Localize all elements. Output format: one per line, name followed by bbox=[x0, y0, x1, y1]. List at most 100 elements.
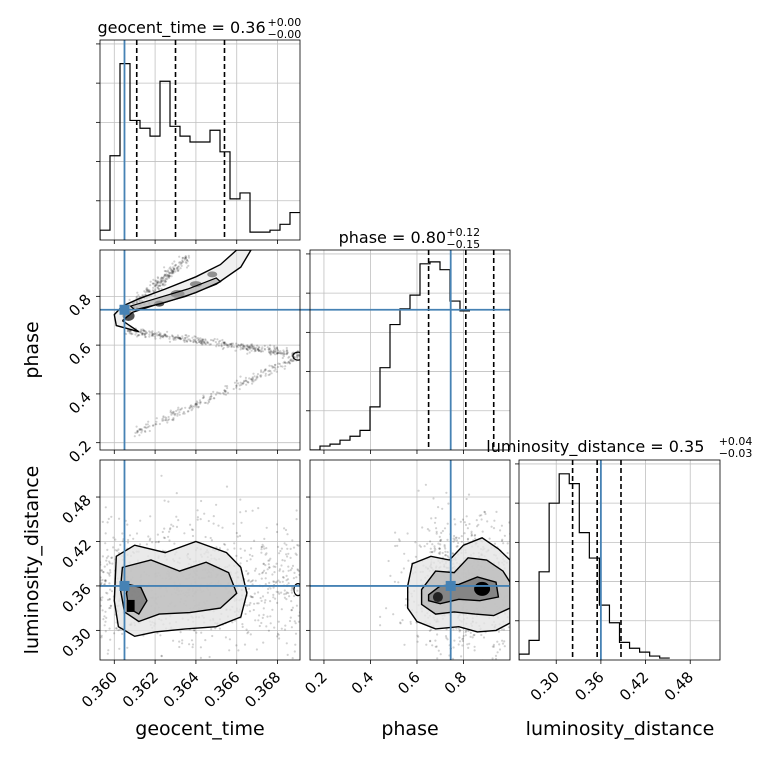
sample-point bbox=[226, 344, 229, 347]
sample-point bbox=[453, 518, 456, 521]
sample-point bbox=[166, 335, 169, 338]
sample-point bbox=[218, 547, 221, 550]
sample-point bbox=[264, 572, 268, 575]
sample-point bbox=[261, 572, 264, 575]
x-tick-label: 0.48 bbox=[661, 668, 697, 704]
sample-point bbox=[220, 662, 222, 664]
sample-point bbox=[188, 407, 191, 410]
sample-point bbox=[444, 550, 447, 553]
sample-point bbox=[470, 530, 473, 533]
sample-point bbox=[440, 531, 443, 535]
sample-point bbox=[178, 640, 181, 643]
sample-point bbox=[261, 350, 265, 353]
sample-point bbox=[208, 398, 211, 401]
sample-point bbox=[177, 269, 180, 272]
sample-point bbox=[162, 336, 165, 339]
sample-point bbox=[264, 564, 267, 567]
density-peak bbox=[432, 592, 443, 603]
sample-point bbox=[168, 337, 171, 340]
sample-point bbox=[528, 545, 530, 547]
sample-point bbox=[447, 502, 450, 505]
sample-point bbox=[191, 646, 194, 649]
sample-point bbox=[249, 346, 252, 350]
hist-bin bbox=[460, 311, 470, 450]
sample-point bbox=[433, 547, 436, 550]
sample-point bbox=[262, 371, 265, 374]
sample-point bbox=[502, 628, 506, 631]
sample-point bbox=[292, 359, 295, 362]
sample-point bbox=[159, 634, 162, 637]
sample-point bbox=[147, 289, 150, 292]
sample-point bbox=[139, 299, 142, 302]
sample-point bbox=[262, 613, 265, 617]
sample-point bbox=[272, 596, 275, 599]
sample-point bbox=[293, 356, 296, 359]
sample-point bbox=[465, 497, 468, 501]
sample-point bbox=[253, 347, 256, 350]
sample-point bbox=[235, 384, 238, 388]
sample-point bbox=[296, 589, 299, 592]
sample-point bbox=[192, 339, 195, 342]
sample-point bbox=[238, 344, 241, 347]
sample-point bbox=[163, 284, 166, 287]
sample-point bbox=[269, 350, 273, 353]
sample-point bbox=[185, 262, 188, 265]
sample-point bbox=[431, 543, 434, 546]
sample-point bbox=[193, 335, 196, 338]
panel-distance-vs-geocent-time bbox=[100, 460, 300, 664]
sample-point bbox=[226, 385, 229, 388]
sample-point bbox=[293, 571, 296, 575]
sample-point bbox=[452, 628, 455, 631]
sample-point bbox=[212, 397, 215, 400]
sample-point bbox=[253, 569, 257, 572]
sample-point bbox=[231, 342, 235, 345]
sample-point bbox=[191, 643, 195, 646]
sample-point bbox=[185, 266, 189, 269]
sample-point bbox=[163, 536, 166, 540]
sample-point bbox=[257, 349, 260, 352]
sample-point bbox=[217, 524, 220, 527]
sample-point bbox=[235, 554, 238, 558]
sample-point bbox=[267, 587, 270, 591]
sample-point bbox=[195, 341, 199, 345]
sample-point bbox=[490, 525, 493, 528]
sample-point bbox=[155, 332, 158, 335]
sample-point bbox=[203, 340, 206, 343]
x-tick-label: 0.8 bbox=[441, 668, 471, 698]
sample-point bbox=[446, 522, 449, 525]
sample-point bbox=[393, 580, 396, 583]
sample-point bbox=[157, 288, 160, 291]
sample-point bbox=[176, 412, 179, 415]
sample-point bbox=[109, 569, 112, 572]
hist-bin bbox=[250, 232, 260, 240]
sample-point bbox=[168, 272, 171, 275]
sample-point bbox=[510, 657, 512, 659]
sample-point bbox=[221, 526, 224, 529]
sample-point bbox=[259, 596, 262, 600]
sample-point bbox=[274, 363, 277, 366]
sample-point bbox=[156, 276, 159, 279]
sample-point bbox=[173, 414, 176, 417]
sample-point bbox=[242, 347, 245, 350]
sample-point bbox=[288, 362, 292, 365]
sample-point bbox=[165, 417, 168, 420]
sample-point bbox=[501, 639, 504, 642]
sample-point bbox=[278, 637, 281, 640]
sample-point bbox=[286, 351, 289, 354]
sample-point bbox=[285, 598, 288, 601]
sample-point bbox=[144, 336, 147, 339]
contour-edge bbox=[293, 583, 300, 597]
sample-point bbox=[171, 271, 174, 274]
sample-point bbox=[257, 591, 260, 594]
contour-inner bbox=[129, 277, 222, 311]
sample-point bbox=[513, 569, 515, 571]
sample-point bbox=[155, 417, 158, 420]
sample-point bbox=[203, 512, 206, 515]
sample-point bbox=[108, 607, 111, 610]
sample-point bbox=[199, 341, 202, 344]
sample-point bbox=[262, 562, 265, 566]
sample-point bbox=[190, 639, 194, 642]
sample-point bbox=[183, 340, 186, 344]
sample-point bbox=[184, 406, 187, 409]
sample-point bbox=[162, 334, 165, 338]
